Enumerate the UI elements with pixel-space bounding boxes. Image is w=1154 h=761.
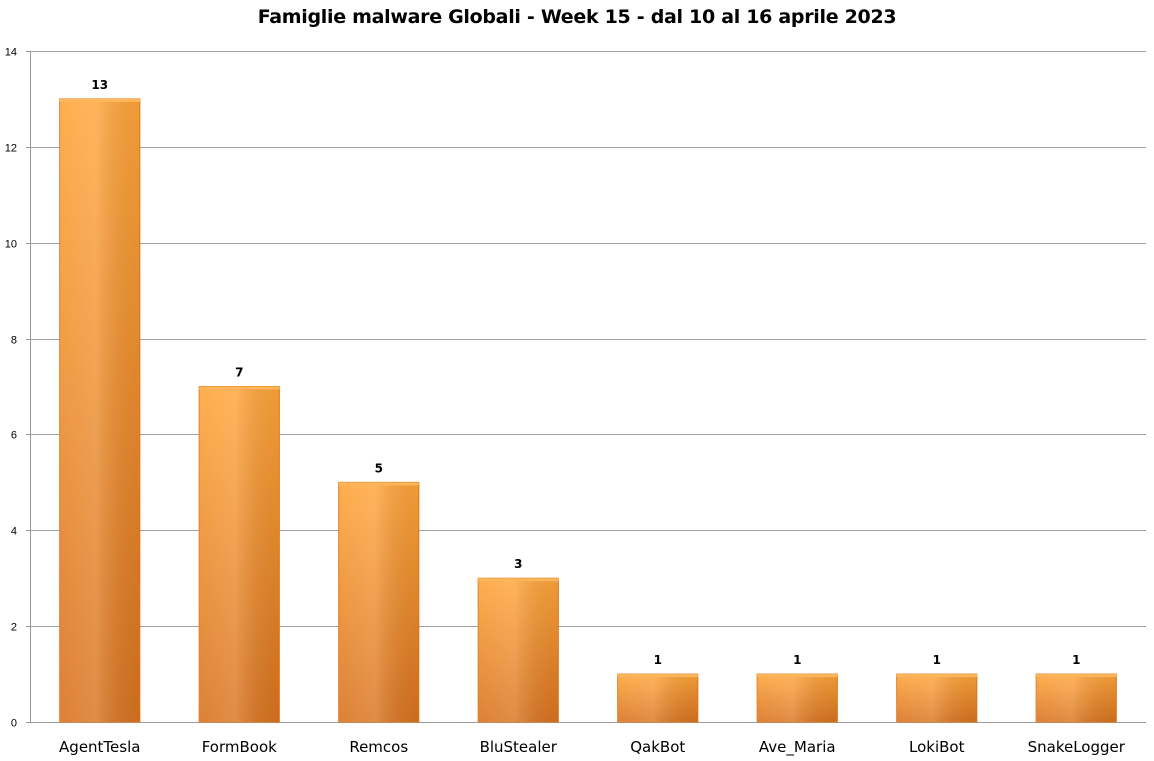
- data-label: 13: [91, 78, 108, 92]
- y-tick-label: 6: [11, 430, 17, 442]
- bar-shine: [338, 482, 419, 722]
- x-tick-label: FormBook: [202, 738, 277, 756]
- x-tick-label: QakBot: [630, 738, 685, 756]
- bar-shine: [896, 674, 977, 722]
- labels: 0 2 4 6 8 10 12 14 13 AgentTesla 7 FormBook 5 Remcos 3…: [5, 47, 1126, 758]
- bar-top-edge: [896, 674, 977, 678]
- y-tick-label: 14: [5, 47, 17, 59]
- x-tick-label: SnakeLogger: [1028, 738, 1126, 756]
- data-label: 1: [933, 653, 941, 667]
- bar-shine: [59, 98, 140, 722]
- data-label: 1: [1072, 653, 1080, 667]
- x-tick-label: AgentTesla: [59, 738, 140, 756]
- bar-top-edge: [757, 674, 838, 678]
- x-tick-label: Ave_Maria: [759, 738, 836, 757]
- bar-top-edge: [59, 98, 140, 102]
- bar-top-edge: [1036, 674, 1117, 678]
- data-label: 1: [793, 653, 801, 667]
- bar-shine: [1036, 674, 1117, 722]
- bar-shine: [199, 386, 280, 722]
- axes: [26, 51, 1146, 723]
- y-tick-label: 10: [5, 239, 17, 251]
- bar-shine: [757, 674, 838, 722]
- y-tick-label: 8: [11, 335, 17, 347]
- bar-shine: [617, 674, 698, 722]
- data-label: 5: [375, 461, 383, 475]
- y-tick-label: 12: [5, 143, 17, 155]
- y-tick-label: 4: [11, 526, 17, 538]
- bar-top-edge: [199, 386, 280, 390]
- bar-top-edge: [478, 578, 559, 582]
- bar-top-edge: [338, 482, 419, 486]
- bar-top-edge: [617, 674, 698, 678]
- bars: [59, 98, 1117, 723]
- gridlines: [30, 51, 1146, 627]
- y-tick-label: 2: [11, 622, 17, 634]
- x-tick-label: LokiBot: [909, 738, 965, 756]
- chart-title: Famiglie malware Globali - Week 15 - dal…: [257, 6, 897, 28]
- x-tick-label: Remcos: [349, 738, 408, 756]
- y-tick-label: 0: [11, 718, 17, 730]
- bar-shine: [478, 578, 559, 722]
- data-label: 1: [654, 653, 662, 667]
- data-label: 3: [514, 557, 522, 571]
- data-label: 7: [235, 366, 243, 380]
- x-tick-label: BluStealer: [480, 738, 558, 756]
